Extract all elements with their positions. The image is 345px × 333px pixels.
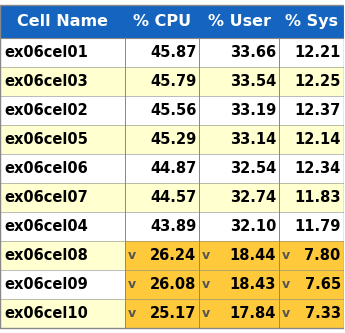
Bar bbox=[199, 183, 279, 212]
Bar bbox=[199, 96, 279, 125]
Bar bbox=[279, 154, 344, 183]
Text: ex06cel02: ex06cel02 bbox=[4, 103, 88, 118]
Bar bbox=[125, 38, 199, 67]
Bar bbox=[125, 241, 199, 270]
Text: 45.87: 45.87 bbox=[150, 45, 196, 60]
Text: % Sys: % Sys bbox=[285, 14, 338, 29]
Text: 33.19: 33.19 bbox=[230, 103, 276, 118]
Text: % CPU: % CPU bbox=[133, 14, 191, 29]
Text: 33.14: 33.14 bbox=[230, 132, 276, 147]
Text: ex06cel10: ex06cel10 bbox=[4, 306, 88, 321]
Bar bbox=[279, 299, 344, 328]
Text: 32.54: 32.54 bbox=[230, 161, 276, 176]
Text: v: v bbox=[282, 249, 290, 262]
Text: 12.14: 12.14 bbox=[294, 132, 341, 147]
Text: ex06cel09: ex06cel09 bbox=[4, 277, 88, 292]
Bar bbox=[125, 125, 199, 154]
Text: 32.74: 32.74 bbox=[230, 190, 276, 205]
Text: 18.44: 18.44 bbox=[229, 248, 276, 263]
Text: 7.80: 7.80 bbox=[304, 248, 341, 263]
Text: v: v bbox=[202, 249, 210, 262]
Bar bbox=[0, 96, 125, 125]
Bar bbox=[125, 183, 199, 212]
Text: 11.83: 11.83 bbox=[294, 190, 341, 205]
Bar bbox=[0, 183, 125, 212]
Text: 12.25: 12.25 bbox=[294, 74, 341, 89]
Bar bbox=[279, 241, 344, 270]
Text: 26.08: 26.08 bbox=[150, 277, 196, 292]
Bar bbox=[199, 212, 279, 241]
Bar bbox=[0, 212, 125, 241]
Text: v: v bbox=[282, 307, 290, 320]
Bar bbox=[199, 299, 279, 328]
Text: ex06cel03: ex06cel03 bbox=[4, 74, 88, 89]
Text: 7.33: 7.33 bbox=[305, 306, 341, 321]
Text: 33.66: 33.66 bbox=[230, 45, 276, 60]
Bar bbox=[0, 38, 125, 67]
Text: v: v bbox=[128, 307, 136, 320]
Bar bbox=[0, 241, 125, 270]
Text: 12.21: 12.21 bbox=[294, 45, 341, 60]
Text: 26.24: 26.24 bbox=[150, 248, 196, 263]
Text: ex06cel07: ex06cel07 bbox=[4, 190, 88, 205]
Text: 45.56: 45.56 bbox=[150, 103, 196, 118]
Bar bbox=[125, 270, 199, 299]
Text: v: v bbox=[128, 278, 136, 291]
Bar bbox=[279, 96, 344, 125]
Bar bbox=[279, 270, 344, 299]
Text: v: v bbox=[202, 307, 210, 320]
Text: ex06cel01: ex06cel01 bbox=[4, 45, 88, 60]
Bar bbox=[125, 5, 199, 38]
Text: % User: % User bbox=[208, 14, 270, 29]
Text: v: v bbox=[202, 278, 210, 291]
Text: ex06cel04: ex06cel04 bbox=[4, 219, 88, 234]
Text: 43.89: 43.89 bbox=[150, 219, 196, 234]
Bar bbox=[125, 154, 199, 183]
Text: 44.57: 44.57 bbox=[150, 190, 196, 205]
Text: 11.79: 11.79 bbox=[294, 219, 341, 234]
Bar bbox=[279, 183, 344, 212]
Bar bbox=[199, 125, 279, 154]
Bar bbox=[125, 212, 199, 241]
Text: v: v bbox=[282, 278, 290, 291]
Bar bbox=[0, 154, 125, 183]
Text: 45.29: 45.29 bbox=[150, 132, 196, 147]
Bar bbox=[199, 67, 279, 96]
Bar bbox=[279, 125, 344, 154]
Text: ex06cel05: ex06cel05 bbox=[4, 132, 88, 147]
Bar bbox=[199, 38, 279, 67]
Text: 17.84: 17.84 bbox=[229, 306, 276, 321]
Bar bbox=[199, 270, 279, 299]
Text: 33.54: 33.54 bbox=[230, 74, 276, 89]
Text: ex06cel06: ex06cel06 bbox=[4, 161, 88, 176]
Bar bbox=[199, 5, 279, 38]
Bar bbox=[279, 212, 344, 241]
Text: 45.79: 45.79 bbox=[150, 74, 196, 89]
Text: 18.43: 18.43 bbox=[229, 277, 276, 292]
Text: Cell Name: Cell Name bbox=[17, 14, 108, 29]
Text: 12.34: 12.34 bbox=[294, 161, 341, 176]
Bar bbox=[125, 96, 199, 125]
Text: 32.10: 32.10 bbox=[229, 219, 276, 234]
Bar bbox=[0, 125, 125, 154]
Bar bbox=[0, 270, 125, 299]
Bar bbox=[279, 5, 344, 38]
Text: 7.65: 7.65 bbox=[305, 277, 341, 292]
Bar bbox=[125, 67, 199, 96]
Bar bbox=[199, 241, 279, 270]
Bar bbox=[125, 299, 199, 328]
Text: ex06cel08: ex06cel08 bbox=[4, 248, 88, 263]
Bar bbox=[0, 5, 125, 38]
Text: v: v bbox=[128, 249, 136, 262]
Text: 12.37: 12.37 bbox=[294, 103, 341, 118]
Bar bbox=[279, 67, 344, 96]
Bar bbox=[0, 299, 125, 328]
Bar bbox=[0, 67, 125, 96]
Bar bbox=[279, 38, 344, 67]
Text: 25.17: 25.17 bbox=[150, 306, 196, 321]
Text: 44.87: 44.87 bbox=[150, 161, 196, 176]
Bar bbox=[199, 154, 279, 183]
